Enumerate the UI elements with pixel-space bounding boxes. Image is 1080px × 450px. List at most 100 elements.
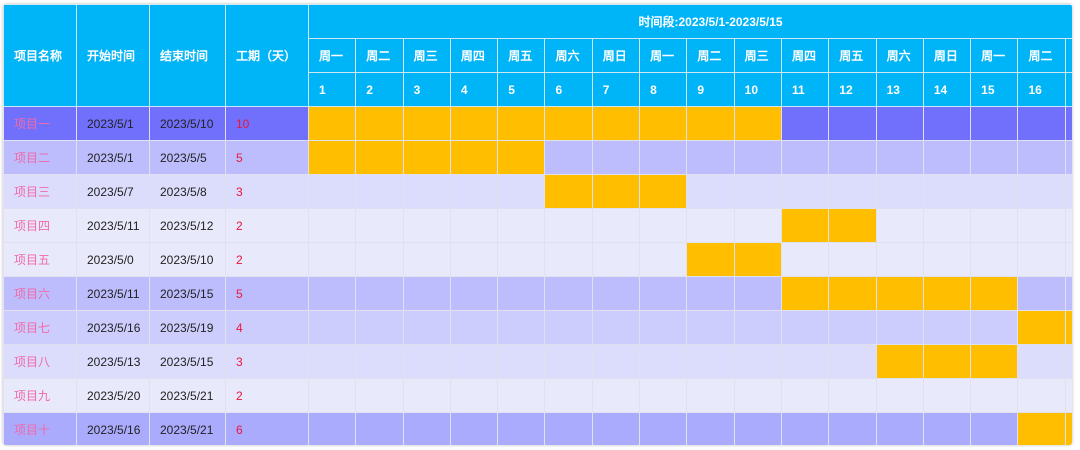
weekday-header: 周日 <box>922 38 972 73</box>
weekday-header: 周二 <box>1017 38 1066 73</box>
start-date: 2023/5/0 <box>76 242 150 277</box>
gantt-bar-cell <box>402 106 451 141</box>
gantt-cell <box>780 344 830 379</box>
gantt-bar-cell <box>1064 412 1072 445</box>
gantt-bar-cell <box>922 344 972 379</box>
gantt-cell <box>875 106 924 141</box>
header-end: 结束时间 <box>149 4 226 107</box>
gantt-bar-cell <box>733 242 782 277</box>
gantt-cell <box>497 276 546 311</box>
project-name: 项目三 <box>3 174 77 209</box>
gantt-cell <box>639 412 688 445</box>
duration: 5 <box>225 276 309 311</box>
project-name: 项目九 <box>3 378 77 413</box>
gantt-cell <box>828 378 877 413</box>
gantt-cell <box>591 344 641 379</box>
gantt-cell <box>497 378 546 413</box>
gantt-cell <box>686 140 735 175</box>
header-period: 时间段:2023/5/1-2023/5/15 <box>307 4 1072 39</box>
gantt-cell <box>402 242 451 277</box>
gantt-cell <box>922 208 972 243</box>
gantt-cell <box>828 310 877 345</box>
gantt-cell <box>828 174 877 209</box>
gantt-cell <box>780 174 830 209</box>
gantt-cell <box>686 174 735 209</box>
table-row: 项目九 2023/5/20 2023/5/21 2 <box>3 378 1072 413</box>
gantt-cell <box>686 378 735 413</box>
duration: 10 <box>225 106 309 141</box>
gantt-bar-cell <box>449 106 499 141</box>
end-date: 2023/5/10 <box>149 106 226 141</box>
end-date: 2023/5/21 <box>149 378 226 413</box>
table-row: 项目八 2023/5/13 2023/5/15 3 <box>3 344 1072 379</box>
day-header: 10 <box>733 72 782 107</box>
gantt-cell <box>449 310 499 345</box>
gantt-cell <box>307 174 357 209</box>
gantt-bar-cell <box>544 106 593 141</box>
gantt-cell <box>544 242 593 277</box>
gantt-cell <box>970 208 1019 243</box>
gantt-cell <box>591 310 641 345</box>
gantt-cell <box>686 412 735 445</box>
end-date: 2023/5/5 <box>149 140 226 175</box>
table-row: 项目七 2023/5/16 2023/5/19 4 <box>3 310 1072 345</box>
gantt-bar-cell <box>402 140 451 175</box>
weekday-header <box>1064 38 1072 73</box>
weekday-header: 周二 <box>686 38 735 73</box>
gantt-cell <box>402 412 451 445</box>
day-header: 9 <box>686 72 735 107</box>
start-date: 2023/5/1 <box>76 140 150 175</box>
table-row: 项目二 2023/5/1 2023/5/5 5 <box>3 140 1072 175</box>
gantt-cell <box>970 412 1019 445</box>
gantt-cell <box>355 242 404 277</box>
gantt-cell <box>733 174 782 209</box>
gantt-bar-cell <box>355 140 404 175</box>
day-header: 12 <box>828 72 877 107</box>
gantt-cell <box>1064 344 1072 379</box>
gantt-bar-cell <box>780 208 830 243</box>
gantt-cell <box>591 208 641 243</box>
gantt-bar-cell <box>875 276 924 311</box>
gantt-cell <box>639 310 688 345</box>
end-date: 2023/5/10 <box>149 242 226 277</box>
gantt-cell <box>307 412 357 445</box>
weekday-header: 周一 <box>970 38 1019 73</box>
gantt-table-container: 项目名称 开始时间 结束时间 工期（天） 时间段:2023/5/1-2023/5… <box>3 4 1072 445</box>
gantt-cell <box>733 344 782 379</box>
gantt-cell <box>544 378 593 413</box>
gantt-cell <box>686 276 735 311</box>
gantt-bar-cell <box>591 174 641 209</box>
gantt-cell <box>355 208 404 243</box>
gantt-cell <box>1017 208 1066 243</box>
day-header: 16 <box>1017 72 1066 107</box>
end-date: 2023/5/12 <box>149 208 226 243</box>
gantt-cell <box>733 378 782 413</box>
weekday-header: 周六 <box>544 38 593 73</box>
duration: 2 <box>225 208 309 243</box>
gantt-cell <box>591 140 641 175</box>
header-start: 开始时间 <box>76 4 150 107</box>
project-name: 项目一 <box>3 106 77 141</box>
table-row: 项目十 2023/5/16 2023/5/21 6 <box>3 412 1072 445</box>
gantt-cell <box>1017 140 1066 175</box>
gantt-cell <box>639 242 688 277</box>
gantt-cell <box>449 242 499 277</box>
day-header: 1 <box>307 72 357 107</box>
gantt-bar-cell <box>1064 310 1072 345</box>
gantt-cell <box>307 208 357 243</box>
weekday-header: 周四 <box>449 38 499 73</box>
gantt-cell <box>639 276 688 311</box>
gantt-bar-cell <box>497 106 546 141</box>
gantt-cell <box>355 310 404 345</box>
gantt-bar-cell <box>922 276 972 311</box>
gantt-cell <box>1017 242 1066 277</box>
start-date: 2023/5/16 <box>76 310 150 345</box>
gantt-cell <box>544 140 593 175</box>
day-header: 2 <box>355 72 404 107</box>
header-name: 项目名称 <box>3 4 77 107</box>
start-date: 2023/5/11 <box>76 208 150 243</box>
gantt-cell <box>780 140 830 175</box>
start-date: 2023/5/20 <box>76 378 150 413</box>
gantt-cell <box>875 140 924 175</box>
gantt-bar-cell <box>639 174 688 209</box>
